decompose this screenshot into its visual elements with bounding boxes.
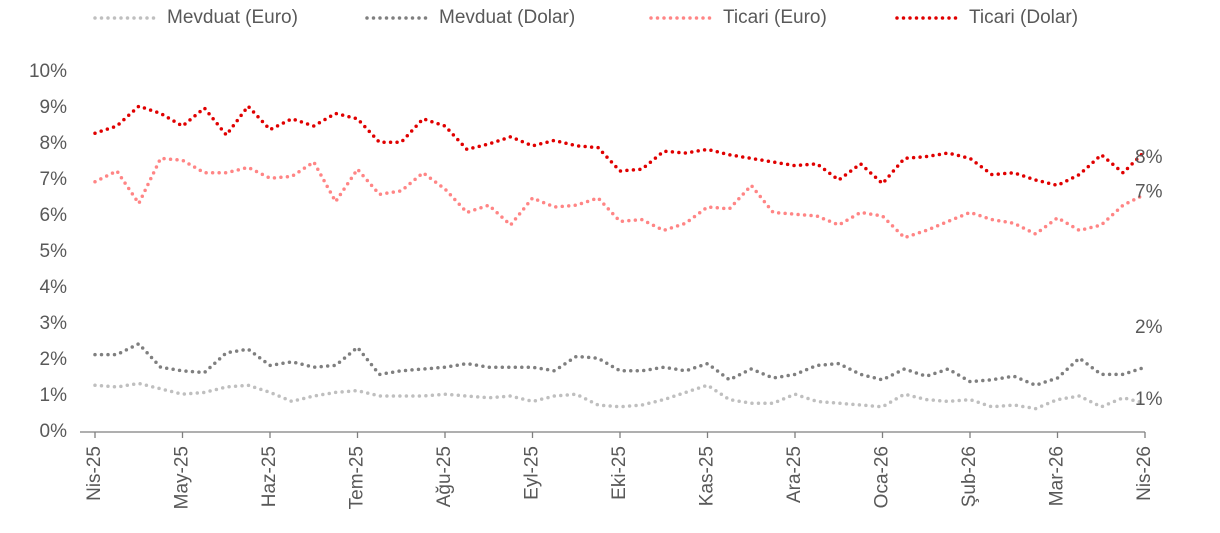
- y-tick-label: 5%: [40, 241, 68, 262]
- x-tick-label: Ara-25: [784, 446, 805, 503]
- x-tick-label: Eki-25: [609, 446, 630, 500]
- series-line: [93, 381, 1147, 411]
- y-tick-label: 8%: [40, 133, 68, 154]
- y-tick-label: 2%: [40, 349, 68, 370]
- y-tick-label: 7%: [40, 169, 68, 190]
- y-tick-label: 0%: [40, 421, 68, 442]
- y-tick-label: 10%: [29, 61, 67, 82]
- x-tick-label: Kas-25: [697, 446, 718, 506]
- data-label: 7%: [1135, 181, 1163, 202]
- y-tick-label: 4%: [40, 277, 68, 298]
- x-tick-label: Oca-26: [872, 446, 893, 508]
- legend-label: Mevduat (Euro): [167, 7, 298, 28]
- x-tick-label: May-25: [172, 446, 193, 509]
- legend-label: Ticari (Euro): [723, 7, 827, 28]
- y-tick-label: 1%: [40, 385, 68, 406]
- x-tick-label: Nis-26: [1134, 446, 1155, 501]
- data-label: 8%: [1135, 147, 1163, 168]
- y-tick-label: 9%: [40, 97, 68, 118]
- series-line: [93, 341, 1147, 388]
- legend-label: Ticari (Dolar): [969, 7, 1078, 28]
- x-tick-label: Ağu-25: [434, 446, 455, 507]
- data-label: 1%: [1135, 389, 1163, 410]
- y-tick-label: 3%: [40, 313, 68, 334]
- x-tick-label: Mar-26: [1047, 446, 1068, 506]
- x-tick-label: Eyl-25: [522, 446, 543, 500]
- x-tick-label: Nis-25: [84, 446, 105, 501]
- x-tick-label: Şub-26: [959, 446, 980, 507]
- x-tick-label: Tem-25: [347, 446, 368, 509]
- y-tick-label: 6%: [40, 205, 68, 226]
- x-tick-label: Haz-25: [259, 446, 280, 507]
- legend-label: Mevduat (Dolar): [439, 7, 575, 28]
- series-line: [93, 103, 1147, 188]
- data-label: 2%: [1135, 317, 1163, 338]
